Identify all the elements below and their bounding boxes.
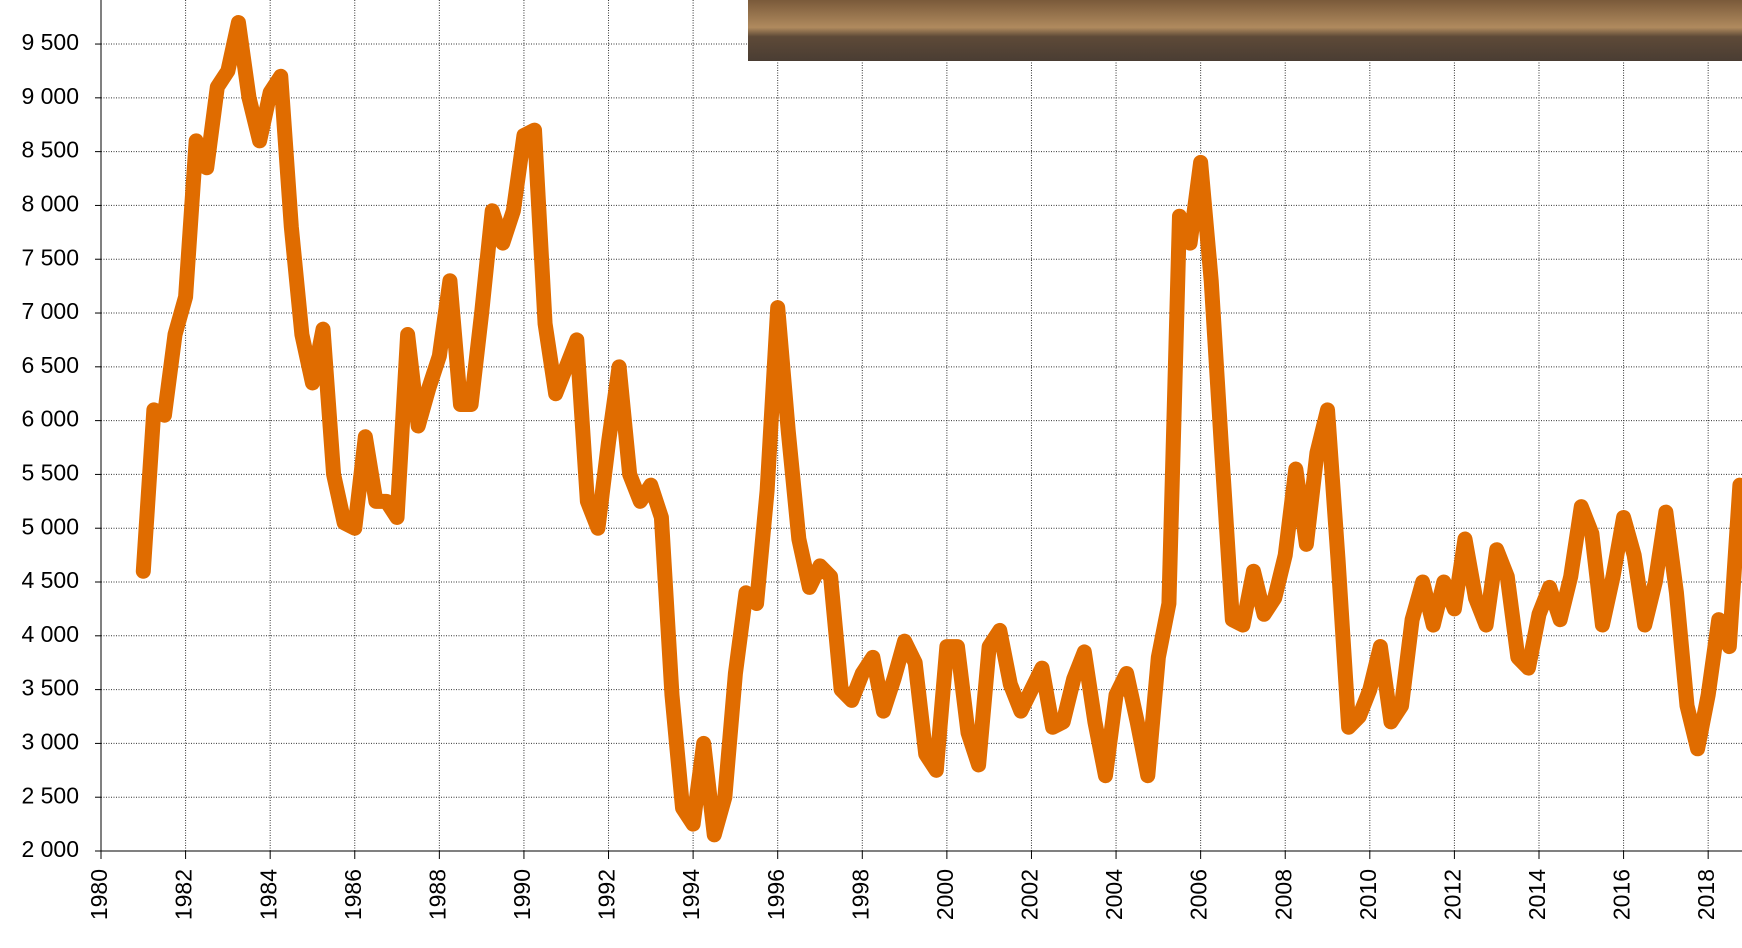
x-tick-label: 2012 [1439,869,1465,920]
x-tick-label: 2008 [1270,869,1296,920]
x-tick-label: 1996 [763,869,789,920]
x-tick-label: 2004 [1101,869,1127,920]
y-tick-label: 7 000 [21,298,79,324]
x-tick-label: 1994 [678,869,704,920]
y-tick-label: 7 500 [21,244,79,270]
x-tick-label: 2006 [1186,869,1212,920]
y-tick-label: 8 000 [21,191,79,217]
y-tick-label: 3 000 [21,728,79,754]
x-tick-label: 1980 [86,869,112,920]
y-tick-label: 9 000 [21,83,79,109]
x-tick-label: 1986 [340,869,366,920]
x-tick-label: 1984 [255,869,281,920]
x-tick-label: 2002 [1017,869,1043,920]
y-tick-label: 5 000 [21,513,79,539]
y-tick-label: 5 500 [21,459,79,485]
y-tick-label: 6 000 [21,406,79,432]
x-tick-label: 2010 [1355,869,1381,920]
y-tick-label: 4 000 [21,621,79,647]
x-tick-label: 1992 [594,869,620,920]
y-tick-label: 3 500 [21,675,79,701]
data-line [143,23,1740,835]
x-tick-label: 2016 [1609,869,1635,920]
y-tick-label: 4 500 [21,567,79,593]
chart: 2 000 2 500 3 000 3 500 4 000 4 500 5 000 5 500… [0,0,1742,943]
y-tick-label: 9 500 [21,29,79,55]
x-tick-label: 1990 [509,869,535,920]
y-tick-label: 2 500 [21,782,79,808]
y-tick-label: 2 000 [21,836,79,862]
x-tick-label: 2000 [932,869,958,920]
x-tick-label: 2014 [1524,869,1550,920]
y-tick-label: 6 500 [21,352,79,378]
photo [748,0,1742,61]
x-tick-label: 1988 [424,869,450,920]
y-tick-label: 8 500 [21,137,79,163]
x-tick-label: 2018 [1693,869,1719,920]
x-tick-label: 1998 [847,869,873,920]
x-tick-label: 1982 [171,869,197,920]
